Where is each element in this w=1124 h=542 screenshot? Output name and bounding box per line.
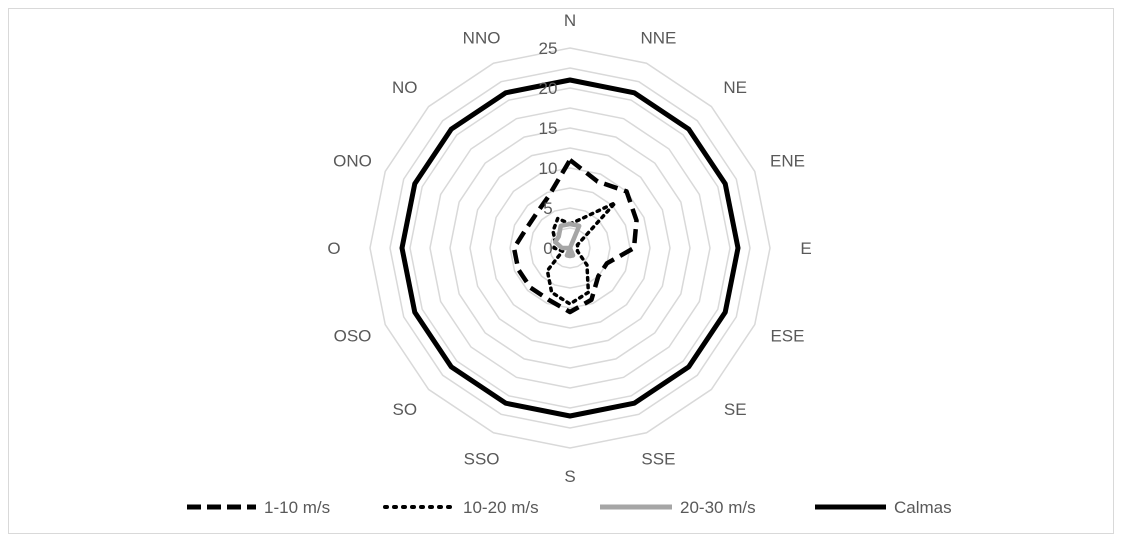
direction-label-nno: NNO — [463, 28, 501, 47]
series-line-calmas — [399, 77, 741, 419]
direction-label-ono: ONO — [333, 152, 372, 171]
direction-label-s: S — [564, 467, 575, 486]
grid-ring — [489, 167, 651, 329]
grid-ring — [449, 127, 691, 369]
direction-label-so: SO — [392, 400, 417, 419]
grid-ring — [529, 207, 611, 289]
direction-label-e: E — [800, 239, 811, 258]
series-layer — [399, 77, 741, 419]
r-tick-label: 25 — [539, 39, 558, 58]
direction-label-ne: NE — [723, 78, 747, 97]
r-tick-label: 15 — [539, 119, 558, 138]
grid-ring — [429, 107, 711, 389]
legend-label: 10-20 m/s — [463, 498, 539, 517]
grid-layer — [369, 47, 771, 449]
r-tick-label: 0 — [543, 239, 552, 258]
r-tick-label: 20 — [539, 79, 558, 98]
direction-label-ese: ESE — [770, 326, 804, 345]
series-line-10-20-m-s — [545, 200, 618, 306]
grid-ring — [369, 47, 771, 449]
legend-label: 20-30 m/s — [680, 498, 756, 517]
grid-ring — [469, 147, 671, 349]
direction-label-o: O — [327, 239, 340, 258]
r-tick-label: 10 — [539, 159, 558, 178]
direction-label-sso: SSO — [464, 450, 500, 469]
direction-label-n: N — [564, 11, 576, 30]
series-line-1-10-m-s — [511, 157, 639, 315]
direction-label-ene: ENE — [770, 152, 805, 171]
direction-label-no: NO — [392, 78, 418, 97]
direction-label-sse: SSE — [641, 450, 675, 469]
label-layer: 0 5 10 15 20 25 N NNE NE ENE E ESE SE SSE S SSO SO OSO O ON… — [327, 11, 811, 486]
direction-label-nne: NNE — [640, 28, 676, 47]
grid-ring — [509, 187, 631, 309]
legend: 1-10 m/s 10-20 m/s 20-30 m/s Calmas — [187, 498, 952, 517]
grid-ring — [549, 227, 591, 269]
direction-label-se: SE — [724, 400, 747, 419]
legend-label: Calmas — [894, 498, 952, 517]
direction-label-oso: OSO — [334, 326, 372, 345]
grid-ring — [389, 67, 751, 429]
legend-label: 1-10 m/s — [264, 498, 330, 517]
r-tick-label: 5 — [543, 199, 552, 218]
series-line-20-30-m-s — [552, 221, 582, 259]
grid-ring — [409, 87, 731, 409]
